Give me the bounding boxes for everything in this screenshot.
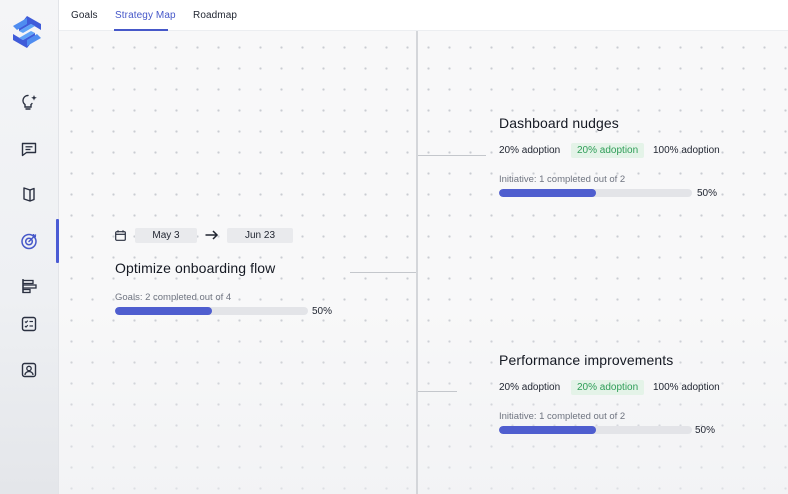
sidebar [0, 0, 59, 494]
target-icon [21, 233, 37, 250]
adoption-target: 100% adoption [653, 382, 720, 393]
nav-roadmap[interactable] [0, 270, 58, 302]
initiative-progress-percent: 50% [695, 425, 716, 436]
tab-strategy-map[interactable]: Strategy Map [115, 10, 176, 21]
connector-goal [350, 272, 416, 273]
initiative-progress-percent: 50% [697, 188, 718, 199]
adoption-start: 20% adoption [499, 382, 561, 393]
initiative-title[interactable]: Performance improvements [499, 352, 674, 368]
initiative-progress-label: Initiative: 1 completed out of 2 [499, 411, 626, 422]
adoption-current: 20% adoption [571, 143, 645, 158]
initiative-title[interactable]: Dashboard nudges [499, 115, 619, 131]
connector-trunk [416, 31, 418, 494]
lightbulb-icon [22, 94, 37, 110]
initiative-progress-fill [499, 189, 596, 197]
nav-tasks[interactable] [0, 308, 58, 340]
tab-roadmap[interactable]: Roadmap [193, 10, 238, 21]
calendar-icon [115, 230, 126, 241]
goal-progress-fill [115, 307, 212, 315]
initiative-progress-label: Initiative: 1 completed out of 2 [499, 174, 626, 185]
goal-title[interactable]: Optimize onboarding flow [115, 260, 276, 276]
tab-goals[interactable]: Goals [71, 10, 98, 21]
adoption-start: 20% adoption [499, 145, 561, 156]
nav-library[interactable] [0, 178, 58, 210]
contact-icon [21, 362, 37, 378]
nav-contacts[interactable] [0, 354, 58, 386]
goal-progress-bar [115, 307, 308, 315]
logo-icon[interactable] [9, 14, 45, 50]
goal-progress-percent: 50% [312, 306, 333, 317]
connector-initiative-1 [418, 155, 486, 156]
connector-initiative-2 [418, 391, 457, 392]
nav-ideas[interactable] [0, 86, 58, 118]
adoption-current: 20% adoption [571, 380, 645, 395]
start-date-field[interactable]: May 3 [135, 228, 197, 243]
initiative-progress-bar [499, 189, 692, 197]
align-icon [22, 279, 37, 294]
book-icon [23, 187, 35, 202]
nav-feedback[interactable] [0, 133, 58, 165]
initiative-progress-bar [499, 426, 692, 434]
adoption-target: 100% adoption [653, 145, 720, 156]
chat-icon [21, 142, 37, 157]
top-tab-bar [59, 0, 788, 31]
checklist-icon [21, 316, 37, 332]
arrow-right-icon [205, 230, 219, 240]
active-tab-indicator [114, 29, 168, 31]
initiative-progress-fill [499, 426, 596, 434]
nav-strategy[interactable] [0, 219, 59, 263]
end-date-field[interactable]: Jun 23 [227, 228, 293, 243]
goal-progress-label: Goals: 2 completed out of 4 [115, 292, 232, 303]
